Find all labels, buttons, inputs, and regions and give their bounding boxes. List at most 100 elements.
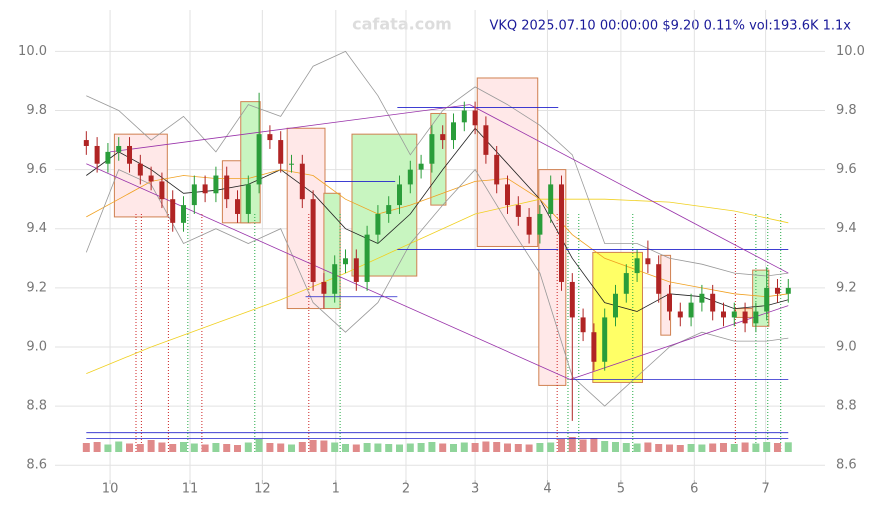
candle-body [116, 145, 122, 152]
candle-body [375, 213, 381, 235]
candle-body [623, 273, 629, 294]
volume-bar [590, 438, 598, 452]
candle-body [386, 205, 392, 214]
volume-bar [352, 444, 360, 452]
candle-body [321, 281, 327, 294]
candle-body [353, 258, 359, 282]
volume-bar [568, 437, 576, 452]
candle-body [764, 287, 770, 312]
volume-bar [482, 441, 490, 452]
volume-bar [180, 442, 188, 452]
candle-body [289, 163, 295, 165]
candle-body [558, 184, 564, 282]
volume-bar [342, 444, 350, 452]
volume-bar [514, 444, 522, 452]
x-tick-label: 1 [332, 482, 340, 497]
trend-line [570, 305, 789, 380]
candle-body [170, 199, 176, 223]
volume-bar [709, 443, 717, 452]
candle-body [407, 169, 413, 185]
volume-bar [320, 440, 328, 452]
volume-bar [417, 443, 425, 452]
y-tick-label: 9.0 [26, 339, 47, 354]
candle-body [364, 234, 370, 282]
candle-body [677, 311, 683, 318]
volume-bar [126, 443, 134, 452]
candle-body [332, 264, 338, 294]
candle-body [645, 258, 651, 265]
candle-body [397, 184, 403, 206]
volume-bar [557, 439, 565, 452]
volume-bar [741, 442, 749, 452]
volume-bar [784, 442, 792, 452]
candle-body [310, 199, 316, 282]
indicator-line [86, 198, 789, 374]
volume-bar [82, 443, 90, 452]
volume-bar [601, 441, 609, 452]
indicator-line [86, 50, 789, 277]
candle-body [591, 332, 597, 362]
volume-bar [298, 442, 306, 452]
candle-body [94, 145, 100, 164]
candle-body [612, 293, 618, 318]
candle-body [461, 110, 467, 123]
volume-bar [547, 442, 555, 452]
x-tick-label: 10 [102, 482, 119, 497]
volume-bar [676, 445, 684, 452]
candle-body [127, 145, 133, 164]
trend-line [110, 104, 470, 153]
x-tick-label: 12 [254, 482, 271, 497]
watermark: cafata.com [352, 15, 452, 34]
candle-body [634, 258, 640, 274]
volume-bar [687, 444, 695, 452]
y-tick-label-right: 9.2 [836, 280, 857, 295]
volume-bar [266, 443, 274, 452]
candle-body [191, 184, 197, 206]
x-tick-label: 11 [182, 482, 199, 497]
candle-body [699, 293, 705, 303]
candle-body [742, 311, 748, 324]
y-tick-label: 8.8 [26, 399, 47, 414]
y-tick-label-right: 8.8 [836, 399, 857, 414]
candle-body [137, 163, 143, 176]
y-tick-label-right: 9.0 [836, 339, 857, 354]
volume-bar [719, 443, 727, 452]
volume-bar [449, 444, 457, 452]
candle-body [494, 154, 500, 185]
candle-body [343, 258, 349, 265]
volume-bar [363, 443, 371, 452]
candle-body [504, 184, 510, 206]
candle-body [418, 163, 424, 170]
volume-bar [136, 444, 144, 452]
volume-bar [277, 443, 285, 452]
volume-bar [406, 443, 414, 452]
y-tick-label-right: 9.8 [836, 103, 857, 118]
candle-body [785, 287, 791, 294]
y-tick-label: 9.4 [26, 221, 47, 236]
candle-body [710, 293, 716, 312]
volume-bar [374, 443, 382, 452]
candle-body [720, 311, 726, 318]
candle-body [83, 140, 89, 146]
volume-bar [503, 443, 511, 452]
candle-body [569, 281, 575, 318]
volume-bar [93, 442, 101, 452]
candle-body [450, 122, 456, 141]
volume-bar [439, 443, 447, 452]
volume-bar [396, 444, 404, 452]
volume-bar [428, 442, 436, 452]
x-tick-label: 3 [471, 482, 479, 497]
candle-body [580, 317, 586, 333]
candle-body [181, 205, 187, 223]
candle-body [602, 317, 608, 362]
volume-bar [471, 443, 479, 452]
volume-bar [579, 439, 587, 452]
candle-body [515, 205, 521, 217]
y-tick-label-right: 8.6 [836, 458, 857, 473]
x-tick-label: 7 [761, 482, 769, 497]
volume-bar [104, 444, 112, 452]
volume-bar [331, 442, 339, 452]
volume-bar [255, 439, 263, 452]
candle-body [537, 213, 543, 235]
y-tick-label: 8.6 [26, 458, 47, 473]
